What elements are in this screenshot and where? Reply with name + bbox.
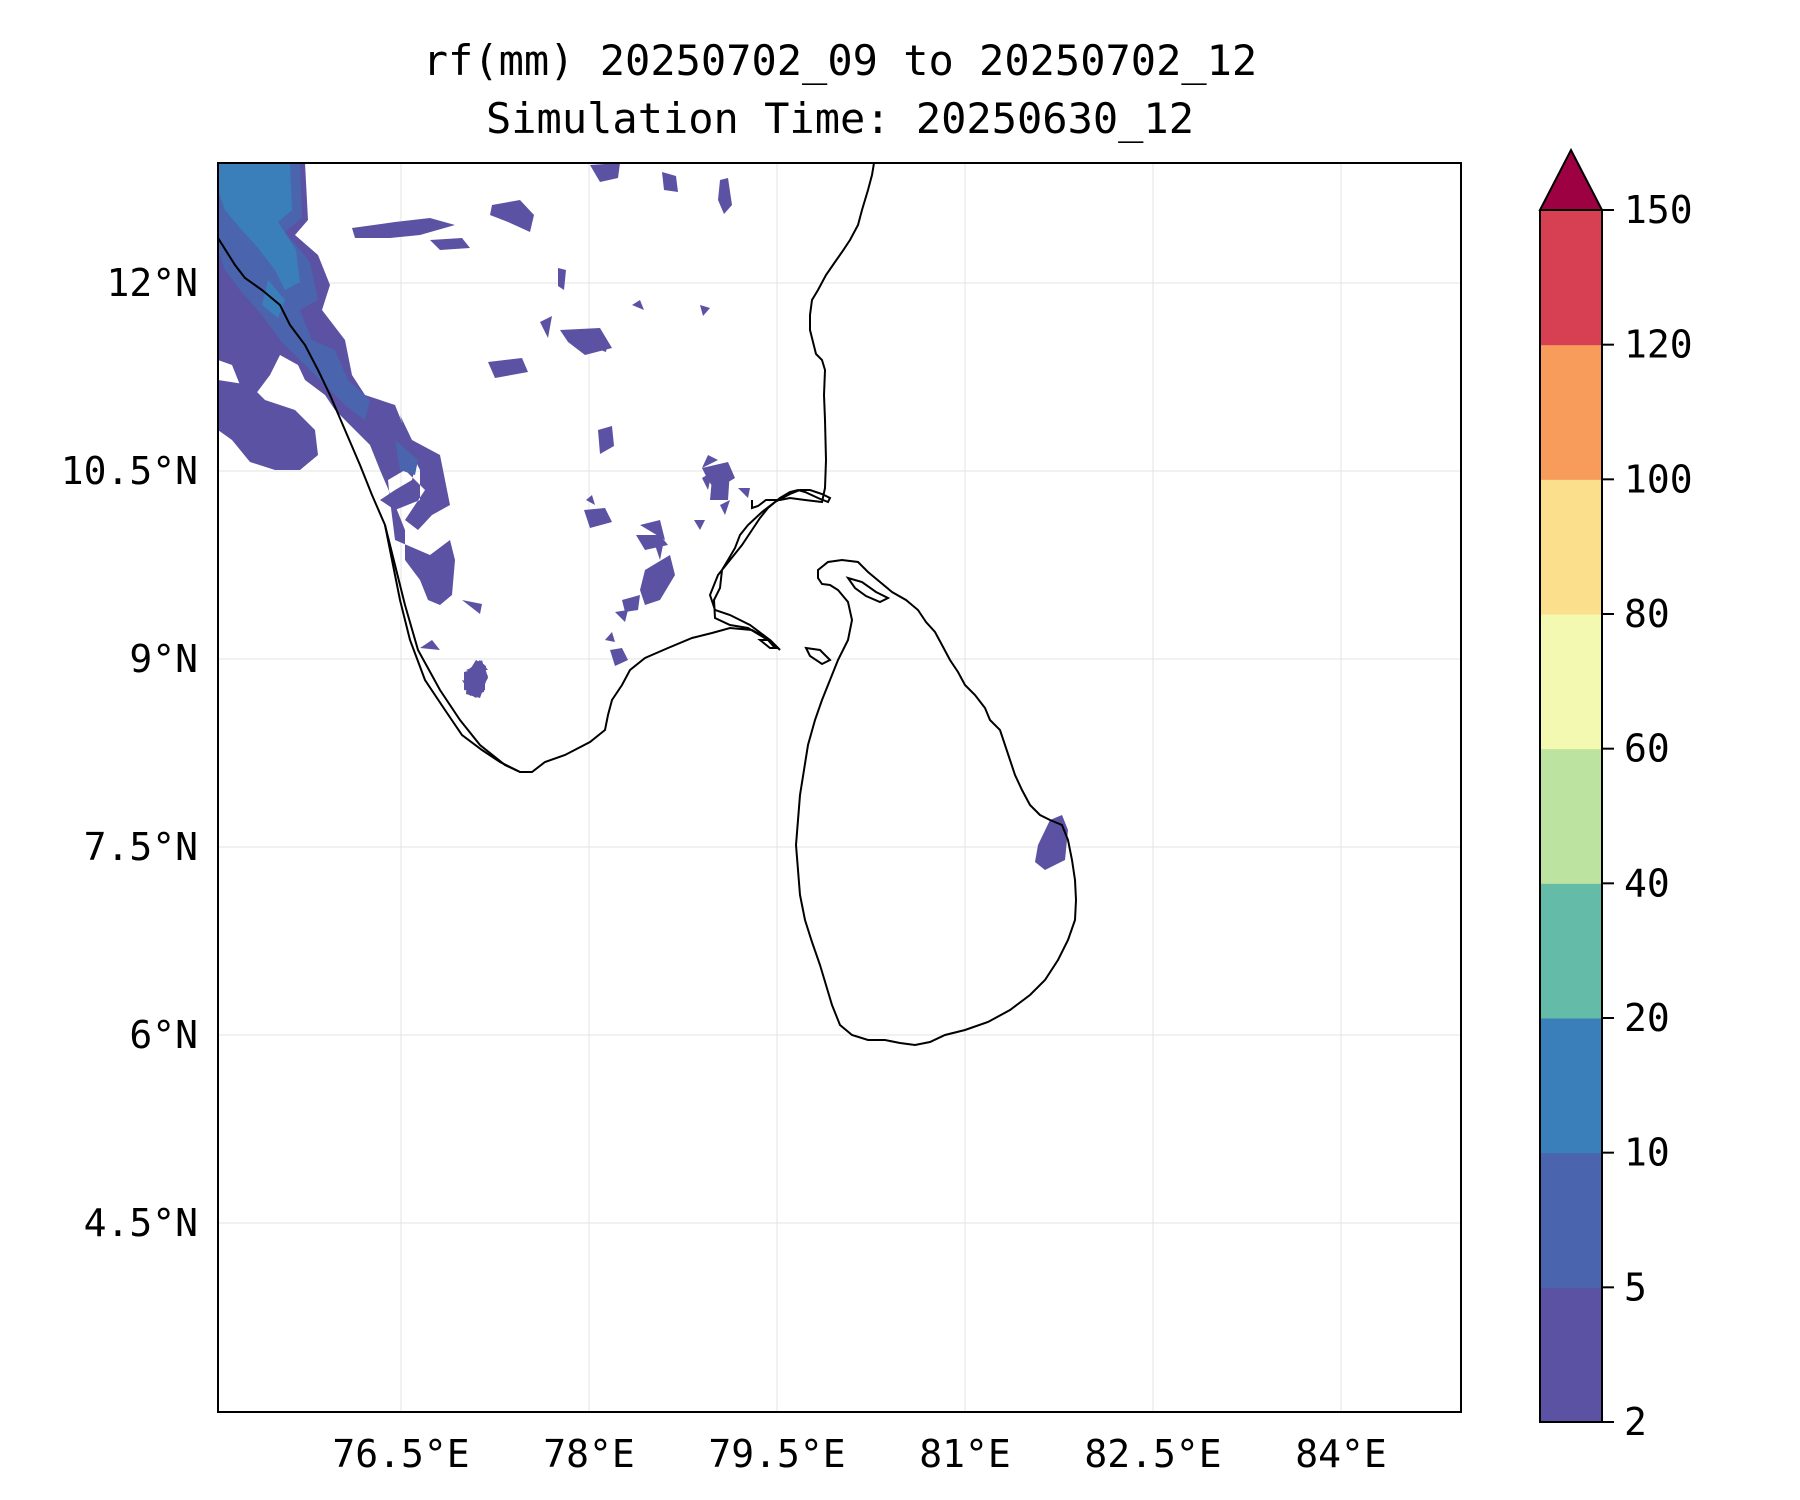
rain-cell-7 — [558, 268, 566, 290]
coastline-rameswaram — [757, 639, 781, 649]
longitude-axis: 76.5°E 78°E 79.5°E 81°E 82.5°E 84°E — [332, 1432, 1386, 1476]
rain-cell-28 — [702, 455, 718, 468]
rain-cell-5 — [662, 172, 678, 192]
lat-tick-label: 7.5°N — [84, 825, 198, 869]
lon-tick-label: 79.5°E — [708, 1432, 845, 1476]
lat-tick-label: 9°N — [129, 637, 198, 681]
map-background — [218, 163, 1461, 1412]
lon-tick-label: 81°E — [919, 1432, 1011, 1476]
rain-patch-inland-5-10 — [395, 440, 418, 475]
rain-cell-34 — [640, 520, 665, 540]
colorbar-frame — [1539, 210, 1603, 1423]
lon-tick-label: 82.5°E — [1084, 1432, 1221, 1476]
rain-cell-44 — [466, 668, 488, 698]
colorbar-tick-label: 80 — [1624, 592, 1670, 636]
colorbar-segment — [1540, 748, 1602, 884]
colorbar-tick-label: 2 — [1624, 1400, 1647, 1444]
colorbar-segment — [1540, 883, 1602, 1019]
rain-cell-32 — [462, 600, 482, 614]
colorbar-segment — [1540, 479, 1602, 615]
rain-cell-31 — [420, 640, 440, 650]
lat-tick-label: 12°N — [106, 261, 198, 305]
rain-patch-kerala-lobe — [218, 380, 318, 470]
colorbar-segment — [1540, 344, 1602, 480]
rain-cell-30 — [605, 632, 615, 642]
coastline-mannar-island — [804, 646, 832, 666]
coastline-srilanka — [794, 558, 1078, 1047]
map-title: rf(mm) 20250702_09 to 20250702_12 — [423, 36, 1257, 85]
lon-tick-label: 76.5°E — [332, 1432, 469, 1476]
rain-cell-21 — [738, 488, 750, 498]
rain-cell-25 — [622, 595, 640, 612]
colorbar-segment — [1540, 1287, 1602, 1423]
rain-cell-22 — [702, 472, 712, 490]
rain-cell-6 — [718, 178, 732, 214]
lat-tick-label: 10.5°N — [61, 449, 198, 493]
map-subtitle: Simulation Time: 20250630_12 — [486, 94, 1194, 143]
rain-cell-18 — [694, 520, 705, 530]
rain-cell-1 — [352, 218, 455, 238]
rain-cell-11 — [595, 342, 608, 352]
coastline-india-east — [751, 163, 875, 510]
rain-cell-33 — [655, 545, 663, 560]
rain-cell-27 — [610, 648, 628, 666]
rain-cell-4 — [590, 163, 620, 182]
colorbar-segment — [1540, 614, 1602, 750]
colorbar-segment — [1540, 1018, 1602, 1154]
map-frame — [217, 162, 1462, 1413]
latitude-axis: 12°N 10.5°N 9°N 7.5°N 6°N 4.5°N — [61, 261, 198, 1245]
map-panel: 76.5°E 78°E 79.5°E 81°E 82.5°E 84°E 12°N 10.5°… — [61, 162, 1462, 1476]
colorbar-tick-label: 5 — [1624, 1265, 1647, 1309]
lat-tick-label: 6°N — [129, 1013, 198, 1057]
colorbar-extend-arrow — [1538, 147, 1604, 211]
lon-tick-label: 78°E — [543, 1432, 635, 1476]
rain-cell-29 — [586, 495, 595, 505]
rain-cell-20 — [710, 470, 730, 500]
colorbar-tick-label: 100 — [1624, 457, 1693, 501]
rain-cell-9 — [488, 358, 528, 378]
rain-cell-13 — [700, 305, 710, 316]
coastline-jaffna-lagoon — [845, 576, 891, 604]
rain-cell-2 — [430, 238, 470, 250]
colorbar: 2 5 10 20 40 60 80 100 120 150 — [1538, 147, 1693, 1444]
rain-cell-24 — [640, 555, 675, 605]
coastline-india-south — [384, 524, 521, 773]
rain-cell-10 — [540, 316, 552, 338]
colorbar-tick-label: 150 — [1624, 188, 1693, 232]
rain-cell-26 — [615, 610, 628, 622]
rain-patch-10-20 — [218, 163, 300, 290]
lon-tick-label: 84°E — [1295, 1432, 1387, 1476]
coastlines — [218, 163, 1078, 1047]
rain-patch-srilanka-east — [1035, 815, 1068, 870]
colorbar-segment — [1540, 1152, 1602, 1288]
lat-tick-label: 4.5°N — [84, 1201, 198, 1245]
colorbar-tick-label: 60 — [1624, 727, 1670, 771]
colorbar-tick-label: 40 — [1624, 861, 1670, 905]
rainfall-contours — [218, 163, 1068, 870]
rain-cell-12 — [632, 300, 644, 310]
colorbar-tick-label: 120 — [1624, 323, 1693, 367]
colorbar-segment — [1540, 210, 1602, 346]
rain-cell-3 — [490, 200, 534, 232]
colorbar-tick-label: 20 — [1624, 996, 1670, 1040]
rain-cell-15 — [720, 500, 730, 515]
rain-cell-16 — [584, 508, 612, 528]
rain-cell-23 — [598, 426, 614, 454]
colorbar-tick-label: 10 — [1624, 1131, 1670, 1175]
